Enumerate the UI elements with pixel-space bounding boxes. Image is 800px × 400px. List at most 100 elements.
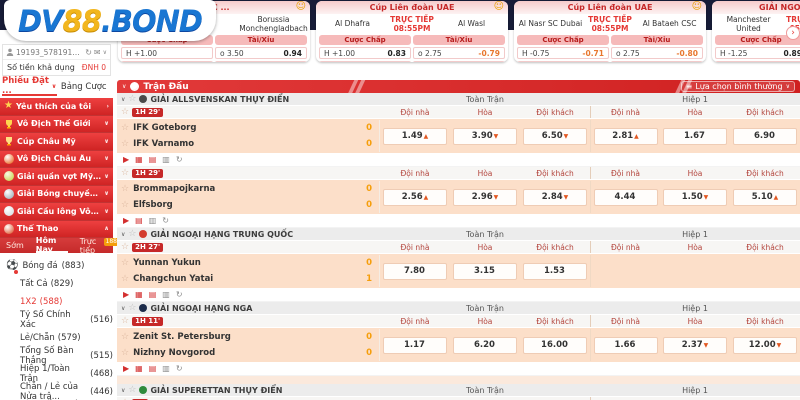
stats-chart-icon[interactable]: ▥ — [162, 290, 170, 299]
handicap-odds-cell[interactable]: A +1.25-0.95 — [715, 61, 800, 62]
odds-button[interactable]: 6.90 — [733, 127, 797, 145]
sidebar-item-euro[interactable]: Vô Địch Châu Âu ∨ — [0, 150, 113, 168]
sport-football[interactable]: ⚽ Bóng đá (883) — [6, 256, 113, 275]
star-icon[interactable]: ☆ — [121, 332, 130, 342]
star-icon[interactable]: ☆ — [121, 200, 130, 210]
featured-match-card[interactable]: GIẢI NGOẠI HẠNG A... ☺ Manchester United… — [712, 1, 800, 62]
featured-match-card[interactable]: Cúp Liên đoàn UAE ☺ Al Dhafra TRỰC TIẾP 0… — [316, 1, 508, 62]
filter-half-odd-even[interactable]: Chẵn / Lẻ của Nửa trậ... (446) — [20, 382, 113, 400]
lineup-icon[interactable]: ▤ — [148, 364, 157, 373]
under-odds-cell[interactable]: u 2.750.59 — [413, 61, 505, 62]
star-icon[interactable]: ☆ — [128, 229, 137, 239]
pitch-view-icon[interactable]: ▦ — [135, 364, 143, 373]
stats-chart-icon[interactable]: ▥ — [162, 364, 170, 373]
star-icon[interactable]: ☆ — [121, 168, 130, 178]
sidebar-item-copa-america[interactable]: Cúp Châu Mỹ ∨ — [0, 133, 113, 151]
odds-button[interactable]: 1.66 — [593, 336, 658, 354]
star-icon[interactable]: ☆ — [128, 94, 137, 104]
odds-button[interactable]: 2.96 ▼ — [453, 188, 517, 206]
over-odds-cell[interactable]: o 2.75 -0.79 — [413, 47, 505, 59]
handicap-odds-cell[interactable]: H +1.00 — [121, 47, 213, 59]
odds-button[interactable]: 2.81 ▲ — [593, 127, 658, 145]
odds-button[interactable]: 2.56 ▲ — [383, 188, 447, 206]
sidebar-item-badminton[interactable]: Giải Cầu lông Vô địch T...∨ — [0, 203, 113, 221]
handicap-odds-cell[interactable]: H +1.00 0.83 — [319, 47, 411, 59]
match-row[interactable]: ☆ Yunnan Yukun 0 ☆ Changchun Yatai 1 7.80 3.… — [117, 254, 800, 289]
star-icon[interactable]: ☆ — [128, 385, 137, 395]
odds-button[interactable]: 6.20 — [453, 336, 517, 354]
league-header[interactable]: ∨ ☆ GIẢI SUPERETTAN THỤY ĐIỂN Toàn Trận Hi… — [117, 384, 800, 397]
chevron-down-icon[interactable]: ∨ — [121, 304, 126, 312]
odds-button[interactable]: 12.00 ▼ — [733, 336, 797, 354]
odds-button[interactable]: 7.80 — [383, 262, 447, 280]
star-icon[interactable]: ☆ — [121, 242, 130, 252]
site-logo[interactable]: DV 88 .BOND — [4, 0, 216, 41]
star-icon[interactable]: ☆ — [121, 274, 130, 284]
handicap-odds-cell[interactable]: A +1.000.99 — [121, 61, 213, 62]
star-icon[interactable]: ☆ — [121, 348, 130, 358]
refresh-icon[interactable]: ↻ — [162, 216, 169, 225]
filter-all[interactable]: Tất Cả (829) — [20, 279, 74, 289]
odds-button[interactable]: 1.50 ▼ — [663, 188, 727, 206]
sidebar-item-volleyball[interactable]: Giải Bóng chuyền Vô đị...∨ — [0, 185, 113, 203]
over-odds-cell[interactable]: o 3.50 0.94 — [215, 47, 307, 59]
stats-chart-icon[interactable]: ▥ — [148, 216, 157, 225]
star-icon[interactable]: ☆ — [121, 398, 129, 400]
under-odds-cell[interactable]: u 2.750.60 — [611, 61, 703, 62]
odds-button[interactable]: 3.15 — [453, 262, 517, 280]
filter-correct-score[interactable]: Tỷ Số Chính Xác (516) — [20, 310, 113, 330]
refresh-icon[interactable]: ↻ — [175, 155, 183, 164]
odds-button[interactable]: 6.50 ▼ — [523, 127, 587, 145]
handicap-odds-cell[interactable]: A -1.000.97 — [319, 61, 411, 62]
tab-live[interactable]: Trực tiếp 188 — [79, 236, 119, 255]
sidebar-item-world-cup[interactable]: Vô Địch Thế Giới ∨ — [0, 115, 113, 133]
featured-match-card[interactable]: Cúp Liên đoàn UAE ☺ Al Nasr SC Dubai TRỰ… — [514, 1, 706, 62]
sidebar-item-favorites[interactable]: ★ Yêu thích của tôi › — [0, 98, 113, 116]
chevron-down-icon[interactable]: ∨ — [122, 83, 127, 90]
star-icon[interactable]: ☆ — [121, 123, 130, 133]
odds-button[interactable]: 1.49 ▲ — [383, 127, 447, 145]
handicap-odds-cell[interactable]: H -1.25 0.89 — [715, 47, 800, 59]
tab-bet-slip[interactable]: Phiếu Đặt ... ∨ — [2, 76, 57, 96]
sidebar-item-us-open-tennis[interactable]: Giải quần vợt Mỹ Mở rộ...∨ — [0, 168, 113, 186]
match-row[interactable]: ☆ Brommapojkarna 0 ☆ Elfsborg 0 2.56 ▲ 2.96 ▼ … — [117, 180, 800, 215]
odds-button[interactable]: 2.37 ▼ — [663, 336, 727, 354]
filter-1x2[interactable]: 1X2 (588) — [20, 297, 63, 307]
league-header[interactable]: ∨ ☆ GIẢI ALLSVENSKAN THỤY ĐIỂN Toàn Trận H… — [117, 93, 800, 106]
play-icon[interactable]: ▶ — [123, 364, 130, 373]
refresh-icon[interactable]: ↻ — [175, 290, 183, 299]
under-odds-cell[interactable]: u 3.500.98 — [215, 61, 307, 62]
odds-button[interactable]: 3.90 ▼ — [453, 127, 517, 145]
odds-button[interactable]: 4.44 — [593, 188, 658, 206]
filter-total-goals[interactable]: Tổng Số Bàn Thắng (515) — [20, 346, 113, 366]
stats-chart-icon[interactable]: ▥ — [162, 155, 170, 164]
lineup-icon[interactable]: ▤ — [135, 216, 143, 225]
pitch-view-icon[interactable]: ▦ — [135, 290, 143, 299]
odds-button[interactable]: 1.17 — [383, 336, 447, 354]
league-header[interactable]: ∨ ☆ GIẢI NGOẠI HẠNG TRUNG QUỐC Toàn Trận H… — [117, 228, 800, 241]
star-icon[interactable]: ☆ — [121, 316, 130, 326]
star-icon[interactable]: ☆ — [121, 107, 130, 117]
odds-button[interactable]: 5.10 ▲ — [733, 188, 797, 206]
mail-icon[interactable]: ✉ — [93, 47, 101, 57]
lineup-icon[interactable]: ▤ — [148, 155, 157, 164]
play-icon[interactable]: ▶ — [123, 155, 130, 164]
play-icon[interactable]: ▶ — [123, 290, 130, 299]
over-odds-cell[interactable]: o 2.75 -0.80 — [611, 47, 703, 59]
chevron-down-icon[interactable]: ∨ — [102, 48, 107, 56]
odds-button[interactable]: 16.00 — [523, 336, 587, 354]
sidebar-item-sports[interactable]: Thể Thao ∧ — [0, 220, 113, 238]
pitch-view-icon[interactable]: ▦ — [135, 155, 143, 164]
odds-button[interactable]: 1.53 — [523, 262, 587, 280]
filter-ht-ft[interactable]: Hiệp 1/Toàn Trận (468) — [20, 364, 113, 384]
odds-view-dropdown[interactable]: ≡ Lựa chọn bình thường ∨ — [680, 81, 795, 92]
next-cards-chevron[interactable]: › — [786, 26, 800, 40]
star-icon[interactable]: ☆ — [128, 303, 137, 313]
chevron-down-icon[interactable]: ∨ — [121, 230, 126, 238]
odds-button[interactable]: 1.67 — [663, 127, 727, 145]
tab-bet-board[interactable]: Bảng Cược — [60, 82, 107, 92]
star-icon[interactable]: ☆ — [121, 258, 130, 268]
star-icon[interactable]: ☆ — [121, 184, 130, 194]
odds-button[interactable]: 2.84 ▼ — [523, 188, 587, 206]
filter-odd-even[interactable]: Lẻ/Chẵn (579) — [20, 333, 81, 343]
